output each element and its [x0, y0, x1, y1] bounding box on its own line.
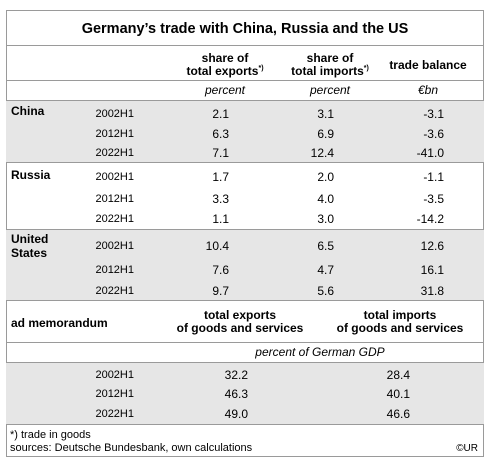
exports-cell: 3.3: [212, 192, 229, 206]
memo-imports-header: total imports of goods and services: [336, 308, 464, 335]
header-imports: share of total imports*): [275, 52, 385, 78]
imports-cell: 3.0: [317, 212, 334, 226]
exports-cell: 1.7: [212, 170, 229, 184]
balance-cell: 31.8: [420, 284, 444, 298]
rule-us-bottom: [6, 300, 484, 301]
rule-memo-unit: [6, 362, 484, 363]
memo-unit: percent of German GDP: [255, 345, 385, 359]
memo-exports-cell: 32.2: [224, 368, 248, 382]
band-us: [6, 229, 484, 300]
imports-cell: 5.6: [317, 284, 334, 298]
memo-label: ad memorandum: [11, 316, 108, 330]
period-cell: 2012H1: [95, 388, 134, 400]
rule-memo-bottom: [6, 424, 484, 425]
country-russia: Russia: [11, 168, 51, 182]
exports-cell: 10.4: [205, 239, 229, 253]
copyright: ©UR: [456, 443, 478, 454]
exports-cell: 7.1: [212, 146, 229, 160]
imports-cell: 4.7: [317, 263, 334, 277]
memo-imports-cell: 28.4: [386, 368, 410, 382]
imports-cell: 4.0: [317, 192, 334, 206]
balance-cell: -3.1: [423, 107, 444, 121]
unit-balance: €bn: [417, 83, 439, 97]
period-cell: 2012H1: [95, 128, 134, 140]
rule-header: [6, 80, 484, 81]
period-cell: 2002H1: [95, 240, 134, 252]
rule-memo-header: [6, 342, 484, 343]
period-cell: 2022H1: [95, 147, 134, 159]
memo-exports-header: total exports of goods and services: [176, 308, 304, 335]
period-cell: 2022H1: [95, 285, 134, 297]
country-united-states: United States: [11, 232, 49, 260]
header-exports: share of total exports*): [170, 52, 280, 78]
band-china: [6, 100, 484, 162]
unit-imports: percent: [309, 83, 351, 97]
balance-cell: 16.1: [420, 263, 444, 277]
period-cell: 2002H1: [95, 171, 134, 183]
balance-cell: -14.2: [416, 212, 444, 226]
imports-cell: 2.0: [317, 170, 334, 184]
period-cell: 2012H1: [95, 193, 134, 205]
band-memo: [6, 362, 484, 424]
header-imports-text: share of total imports: [291, 51, 364, 78]
balance-cell: -41.0: [416, 146, 444, 160]
sources: sources: Deutsche Bundesbank, own calcul…: [10, 442, 253, 454]
exports-cell: 9.7: [212, 284, 229, 298]
rule-china-bottom: [6, 162, 484, 163]
memo-exports-cell: 46.3: [224, 387, 248, 401]
imports-cell: 12.4: [310, 146, 334, 160]
imports-cell: 3.1: [317, 107, 334, 121]
exports-cell: 7.6: [212, 263, 229, 277]
memo-exports-cell: 49.0: [224, 407, 248, 421]
header-exports-text: share of total exports: [186, 51, 259, 78]
header-balance: trade balance: [389, 58, 467, 72]
rule-russia-bottom: [6, 229, 484, 230]
country-china: China: [11, 104, 45, 118]
memo-imports-cell: 40.1: [386, 387, 410, 401]
table-title: Germany’s trade with China, Russia and t…: [6, 13, 484, 46]
exports-cell: 2.1: [212, 107, 229, 121]
unit-exports: percent: [204, 83, 246, 97]
imports-cell: 6.5: [317, 239, 334, 253]
period-cell: 2022H1: [95, 408, 134, 420]
balance-cell: 12.6: [420, 239, 444, 253]
header-exports-note: *): [258, 65, 264, 72]
balance-cell: -1.1: [423, 170, 444, 184]
balance-cell: -3.5: [423, 192, 444, 206]
header-imports-note: *): [363, 65, 369, 72]
rule-china-top: [6, 100, 484, 101]
period-cell: 2002H1: [95, 108, 134, 120]
imports-cell: 6.9: [317, 127, 334, 141]
period-cell: 2012H1: [95, 264, 134, 276]
period-cell: 2022H1: [95, 213, 134, 225]
period-cell: 2002H1: [95, 369, 134, 381]
memo-imports-cell: 46.6: [386, 407, 410, 421]
footnote: *) trade in goods: [10, 429, 91, 441]
exports-cell: 6.3: [212, 127, 229, 141]
exports-cell: 1.1: [212, 212, 229, 226]
balance-cell: -3.6: [423, 127, 444, 141]
